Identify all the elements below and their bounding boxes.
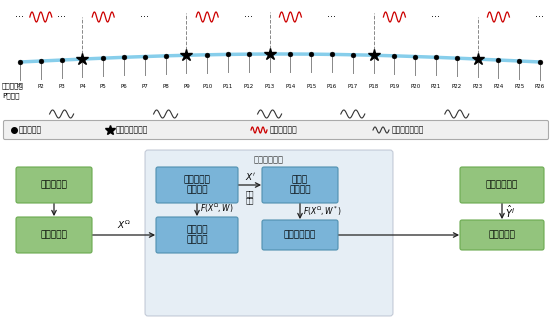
Text: P12: P12 xyxy=(243,84,254,89)
Text: P17: P17 xyxy=(348,84,358,89)
Text: 提出的
模型更新: 提出的 模型更新 xyxy=(289,175,311,195)
Text: P11: P11 xyxy=(223,84,233,89)
Text: 位移重构响应: 位移重构响应 xyxy=(486,180,518,189)
Text: ···: ··· xyxy=(140,12,149,22)
Text: P：桥墩: P：桥墩 xyxy=(2,92,19,98)
Text: $X'$: $X'$ xyxy=(245,171,256,182)
Text: 关键
位置: 关键 位置 xyxy=(246,190,254,204)
Text: 神经网络测试: 神经网络测试 xyxy=(284,230,316,240)
FancyBboxPatch shape xyxy=(460,167,544,203)
Text: $F(X^\Omega,W^*)$: $F(X^\Omega,W^*)$ xyxy=(303,205,342,218)
Text: $X^\Omega$: $X^\Omega$ xyxy=(117,219,131,231)
Text: ···: ··· xyxy=(535,12,544,22)
Text: P15: P15 xyxy=(306,84,316,89)
Text: 长跨度桥梁: 长跨度桥梁 xyxy=(2,82,24,89)
Text: ···: ··· xyxy=(432,12,440,22)
Text: 感兴趣位置: 感兴趣位置 xyxy=(19,125,42,135)
Text: 神经网络训练: 神经网络训练 xyxy=(254,155,284,164)
Text: P23: P23 xyxy=(473,84,483,89)
Text: P14: P14 xyxy=(285,84,295,89)
Text: P18: P18 xyxy=(369,84,379,89)
Text: P20: P20 xyxy=(410,84,420,89)
Text: $F(X^\Omega,W)$: $F(X^\Omega,W)$ xyxy=(200,201,233,215)
Text: P21: P21 xyxy=(431,84,441,89)
FancyBboxPatch shape xyxy=(16,167,92,203)
Text: P16: P16 xyxy=(327,84,337,89)
Text: P2: P2 xyxy=(38,84,44,89)
Text: ···: ··· xyxy=(57,12,66,22)
Text: P25: P25 xyxy=(514,84,524,89)
Text: P8: P8 xyxy=(162,84,169,89)
Text: P13: P13 xyxy=(264,84,275,89)
Text: 重构位移响应: 重构位移响应 xyxy=(270,125,298,135)
FancyBboxPatch shape xyxy=(3,121,549,139)
Text: P7: P7 xyxy=(141,84,148,89)
Text: P4: P4 xyxy=(79,84,86,89)
Text: ···: ··· xyxy=(245,12,253,22)
Text: P22: P22 xyxy=(452,84,462,89)
FancyBboxPatch shape xyxy=(16,217,92,253)
Text: P9: P9 xyxy=(183,84,190,89)
FancyBboxPatch shape xyxy=(460,220,544,250)
FancyBboxPatch shape xyxy=(262,167,338,203)
Text: 神经网络
主干结构: 神经网络 主干结构 xyxy=(186,225,208,245)
Text: P5: P5 xyxy=(100,84,107,89)
Text: P6: P6 xyxy=(121,84,128,89)
Text: 传感器测量响应: 传感器测量响应 xyxy=(392,125,424,135)
FancyBboxPatch shape xyxy=(262,220,338,250)
Text: 自适应位置
选择网络: 自适应位置 选择网络 xyxy=(184,175,210,195)
Text: P24: P24 xyxy=(493,84,503,89)
Text: P1: P1 xyxy=(17,84,23,89)
Text: P3: P3 xyxy=(58,84,65,89)
Text: ···: ··· xyxy=(15,12,24,22)
Text: 传感器部署: 传感器部署 xyxy=(489,230,516,240)
FancyBboxPatch shape xyxy=(156,217,238,253)
Text: 输入数据集: 输入数据集 xyxy=(40,180,67,189)
Text: $\hat{Y}^l$: $\hat{Y}^l$ xyxy=(505,203,515,220)
FancyBboxPatch shape xyxy=(156,167,238,203)
Text: P26: P26 xyxy=(535,84,545,89)
Text: P19: P19 xyxy=(389,84,400,89)
Text: 关键传感器位置: 关键传感器位置 xyxy=(116,125,148,135)
Text: 数据预处理: 数据预处理 xyxy=(40,230,67,240)
Text: ···: ··· xyxy=(327,12,337,22)
Text: P10: P10 xyxy=(202,84,213,89)
FancyBboxPatch shape xyxy=(145,150,393,316)
